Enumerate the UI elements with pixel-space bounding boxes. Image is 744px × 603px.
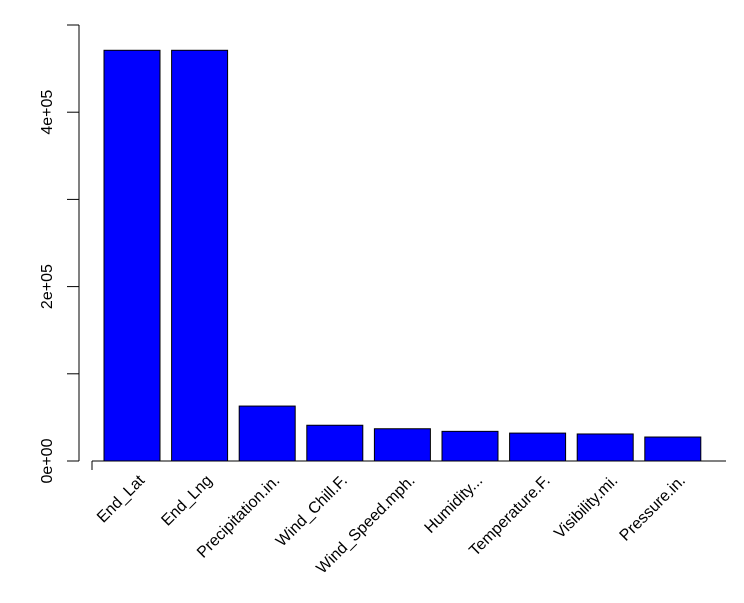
bar [171, 49, 229, 462]
bar [441, 430, 499, 462]
y-tick-label: 0e+00 [39, 438, 56, 483]
x-tick-label: Visibility.mi. [551, 472, 621, 542]
y-tick-label: 2e+05 [39, 264, 56, 309]
bar [238, 405, 296, 462]
x-tick-label: Humidity... [422, 472, 487, 537]
x-tick-label: Pressure.in. [617, 472, 689, 544]
x-tick-label: End_Lat [94, 472, 149, 527]
bar [373, 428, 431, 462]
bar [509, 432, 567, 462]
bar [644, 436, 702, 462]
bar [306, 424, 364, 462]
x-tick-label: End_Lng [158, 472, 215, 529]
bar [576, 433, 634, 462]
bar [103, 49, 161, 462]
y-tick-label: 4e+05 [39, 90, 56, 135]
